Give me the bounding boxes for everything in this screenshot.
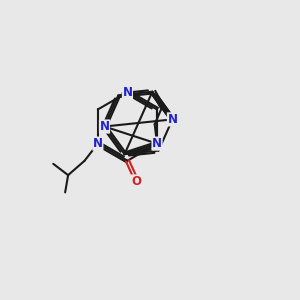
Text: N: N xyxy=(122,86,132,99)
Text: O: O xyxy=(131,175,141,188)
Text: N: N xyxy=(167,113,177,126)
Text: N: N xyxy=(99,120,110,133)
Text: N: N xyxy=(152,137,162,150)
Text: N: N xyxy=(93,137,103,150)
